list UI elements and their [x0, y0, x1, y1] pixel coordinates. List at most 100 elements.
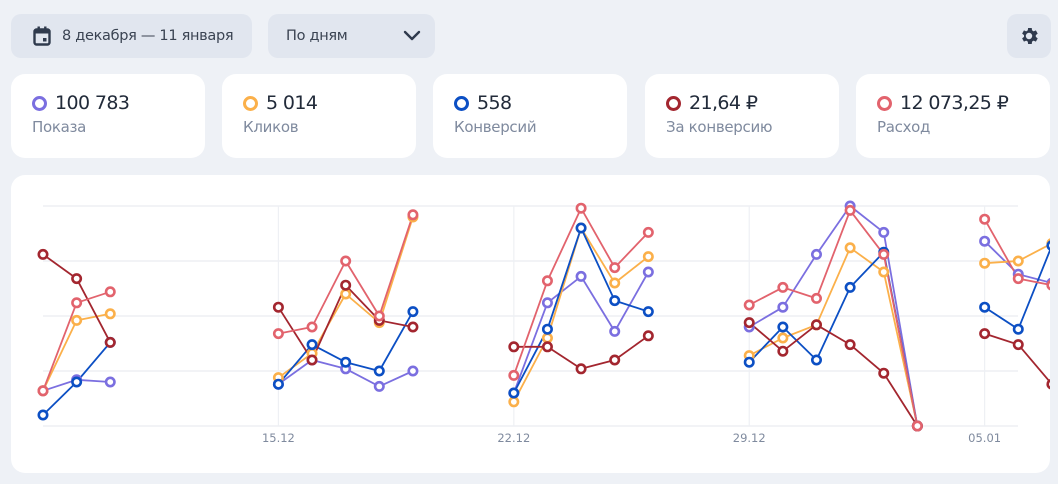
metric-card-spend[interactable]: 12 073,25 ₽ Расход: [856, 74, 1050, 158]
data-point[interactable]: [373, 365, 385, 377]
grouping-select[interactable]: По дням: [268, 14, 435, 58]
data-point[interactable]: [1046, 280, 1050, 291]
data-point[interactable]: [407, 321, 419, 333]
data-point[interactable]: [777, 345, 789, 357]
data-point[interactable]: [407, 365, 419, 377]
data-point[interactable]: [508, 341, 520, 353]
data-point[interactable]: [373, 380, 385, 392]
metric-value: 100 783: [55, 92, 130, 114]
data-point[interactable]: [642, 251, 654, 263]
data-point[interactable]: [844, 204, 856, 216]
line-chart[interactable]: 15.12 22.12 29.12 05.01: [11, 175, 1050, 473]
data-point[interactable]: [541, 323, 553, 335]
data-point[interactable]: [306, 321, 318, 333]
metric-card-impressions[interactable]: 100 783 Показа: [11, 74, 205, 158]
data-point[interactable]: [340, 255, 352, 267]
data-point[interactable]: [979, 328, 991, 340]
data-point[interactable]: [37, 248, 49, 260]
data-point[interactable]: [71, 314, 83, 326]
data-point[interactable]: [104, 308, 116, 320]
data-point[interactable]: [71, 273, 83, 285]
data-point[interactable]: [541, 275, 553, 287]
data-point[interactable]: [878, 226, 890, 238]
metric-card-clicks[interactable]: 5 014 Кликов: [222, 74, 416, 158]
data-point[interactable]: [71, 376, 83, 388]
series-line: [984, 240, 1050, 284]
data-point[interactable]: [373, 310, 385, 322]
data-point[interactable]: [575, 363, 587, 375]
data-point[interactable]: [1012, 323, 1024, 335]
data-point[interactable]: [37, 385, 49, 397]
data-point[interactable]: [810, 319, 822, 331]
data-point[interactable]: [878, 367, 890, 379]
series-line: [984, 247, 1050, 331]
data-point[interactable]: [911, 420, 923, 432]
conversions-legend-icon: [454, 95, 469, 111]
data-point[interactable]: [844, 242, 856, 254]
data-point[interactable]: [642, 306, 654, 318]
data-point[interactable]: [777, 281, 789, 293]
data-point[interactable]: [272, 328, 284, 340]
data-point[interactable]: [743, 299, 755, 311]
settings-button[interactable]: [1007, 14, 1051, 58]
data-point[interactable]: [1046, 379, 1050, 390]
data-point[interactable]: [979, 301, 991, 313]
date-range-button[interactable]: 8 декабря — 11 января: [11, 14, 252, 58]
data-point[interactable]: [37, 409, 49, 421]
metric-card-cost-per-conversion[interactable]: 21,64 ₽ За конверсию: [645, 74, 839, 158]
data-point[interactable]: [979, 213, 991, 225]
data-point[interactable]: [407, 306, 419, 318]
data-point[interactable]: [575, 270, 587, 282]
data-point[interactable]: [541, 341, 553, 353]
data-point[interactable]: [508, 387, 520, 399]
data-point[interactable]: [609, 295, 621, 307]
data-point[interactable]: [777, 332, 789, 344]
data-point[interactable]: [575, 222, 587, 234]
data-point[interactable]: [1012, 255, 1024, 267]
data-point[interactable]: [508, 369, 520, 381]
data-point[interactable]: [609, 277, 621, 289]
data-point[interactable]: [777, 321, 789, 333]
data-point[interactable]: [541, 332, 553, 344]
clicks-legend-icon: [243, 95, 258, 111]
data-point[interactable]: [104, 336, 116, 348]
data-point[interactable]: [609, 354, 621, 366]
data-point[interactable]: [272, 301, 284, 313]
data-point[interactable]: [642, 330, 654, 342]
data-point[interactable]: [743, 356, 755, 368]
data-point[interactable]: [340, 279, 352, 291]
data-point[interactable]: [844, 281, 856, 293]
data-point[interactable]: [810, 248, 822, 260]
data-point[interactable]: [1046, 240, 1050, 251]
data-point[interactable]: [642, 266, 654, 278]
data-point[interactable]: [878, 248, 890, 260]
data-point[interactable]: [272, 378, 284, 390]
data-point[interactable]: [810, 354, 822, 366]
data-point[interactable]: [575, 202, 587, 214]
data-point[interactable]: [777, 301, 789, 313]
data-point[interactable]: [306, 339, 318, 351]
data-point[interactable]: [743, 317, 755, 329]
data-point[interactable]: [407, 209, 419, 221]
data-point[interactable]: [844, 339, 856, 351]
gear-icon: [1022, 28, 1038, 44]
data-point[interactable]: [306, 354, 318, 366]
data-point[interactable]: [104, 286, 116, 298]
data-point[interactable]: [609, 262, 621, 274]
data-point[interactable]: [642, 226, 654, 238]
data-point[interactable]: [979, 257, 991, 269]
data-point[interactable]: [340, 288, 352, 300]
data-point[interactable]: [104, 376, 116, 388]
data-point[interactable]: [810, 292, 822, 304]
data-point[interactable]: [71, 297, 83, 309]
data-point[interactable]: [1012, 273, 1024, 285]
data-point[interactable]: [340, 356, 352, 368]
data-point[interactable]: [1012, 339, 1024, 351]
data-point[interactable]: [609, 325, 621, 337]
metric-value: 21,64 ₽: [689, 92, 758, 114]
data-point[interactable]: [878, 266, 890, 278]
data-point[interactable]: [508, 396, 520, 408]
data-point[interactable]: [979, 235, 991, 247]
metric-card-conversions[interactable]: 558 Конверсий: [433, 74, 627, 158]
data-point[interactable]: [541, 297, 553, 309]
